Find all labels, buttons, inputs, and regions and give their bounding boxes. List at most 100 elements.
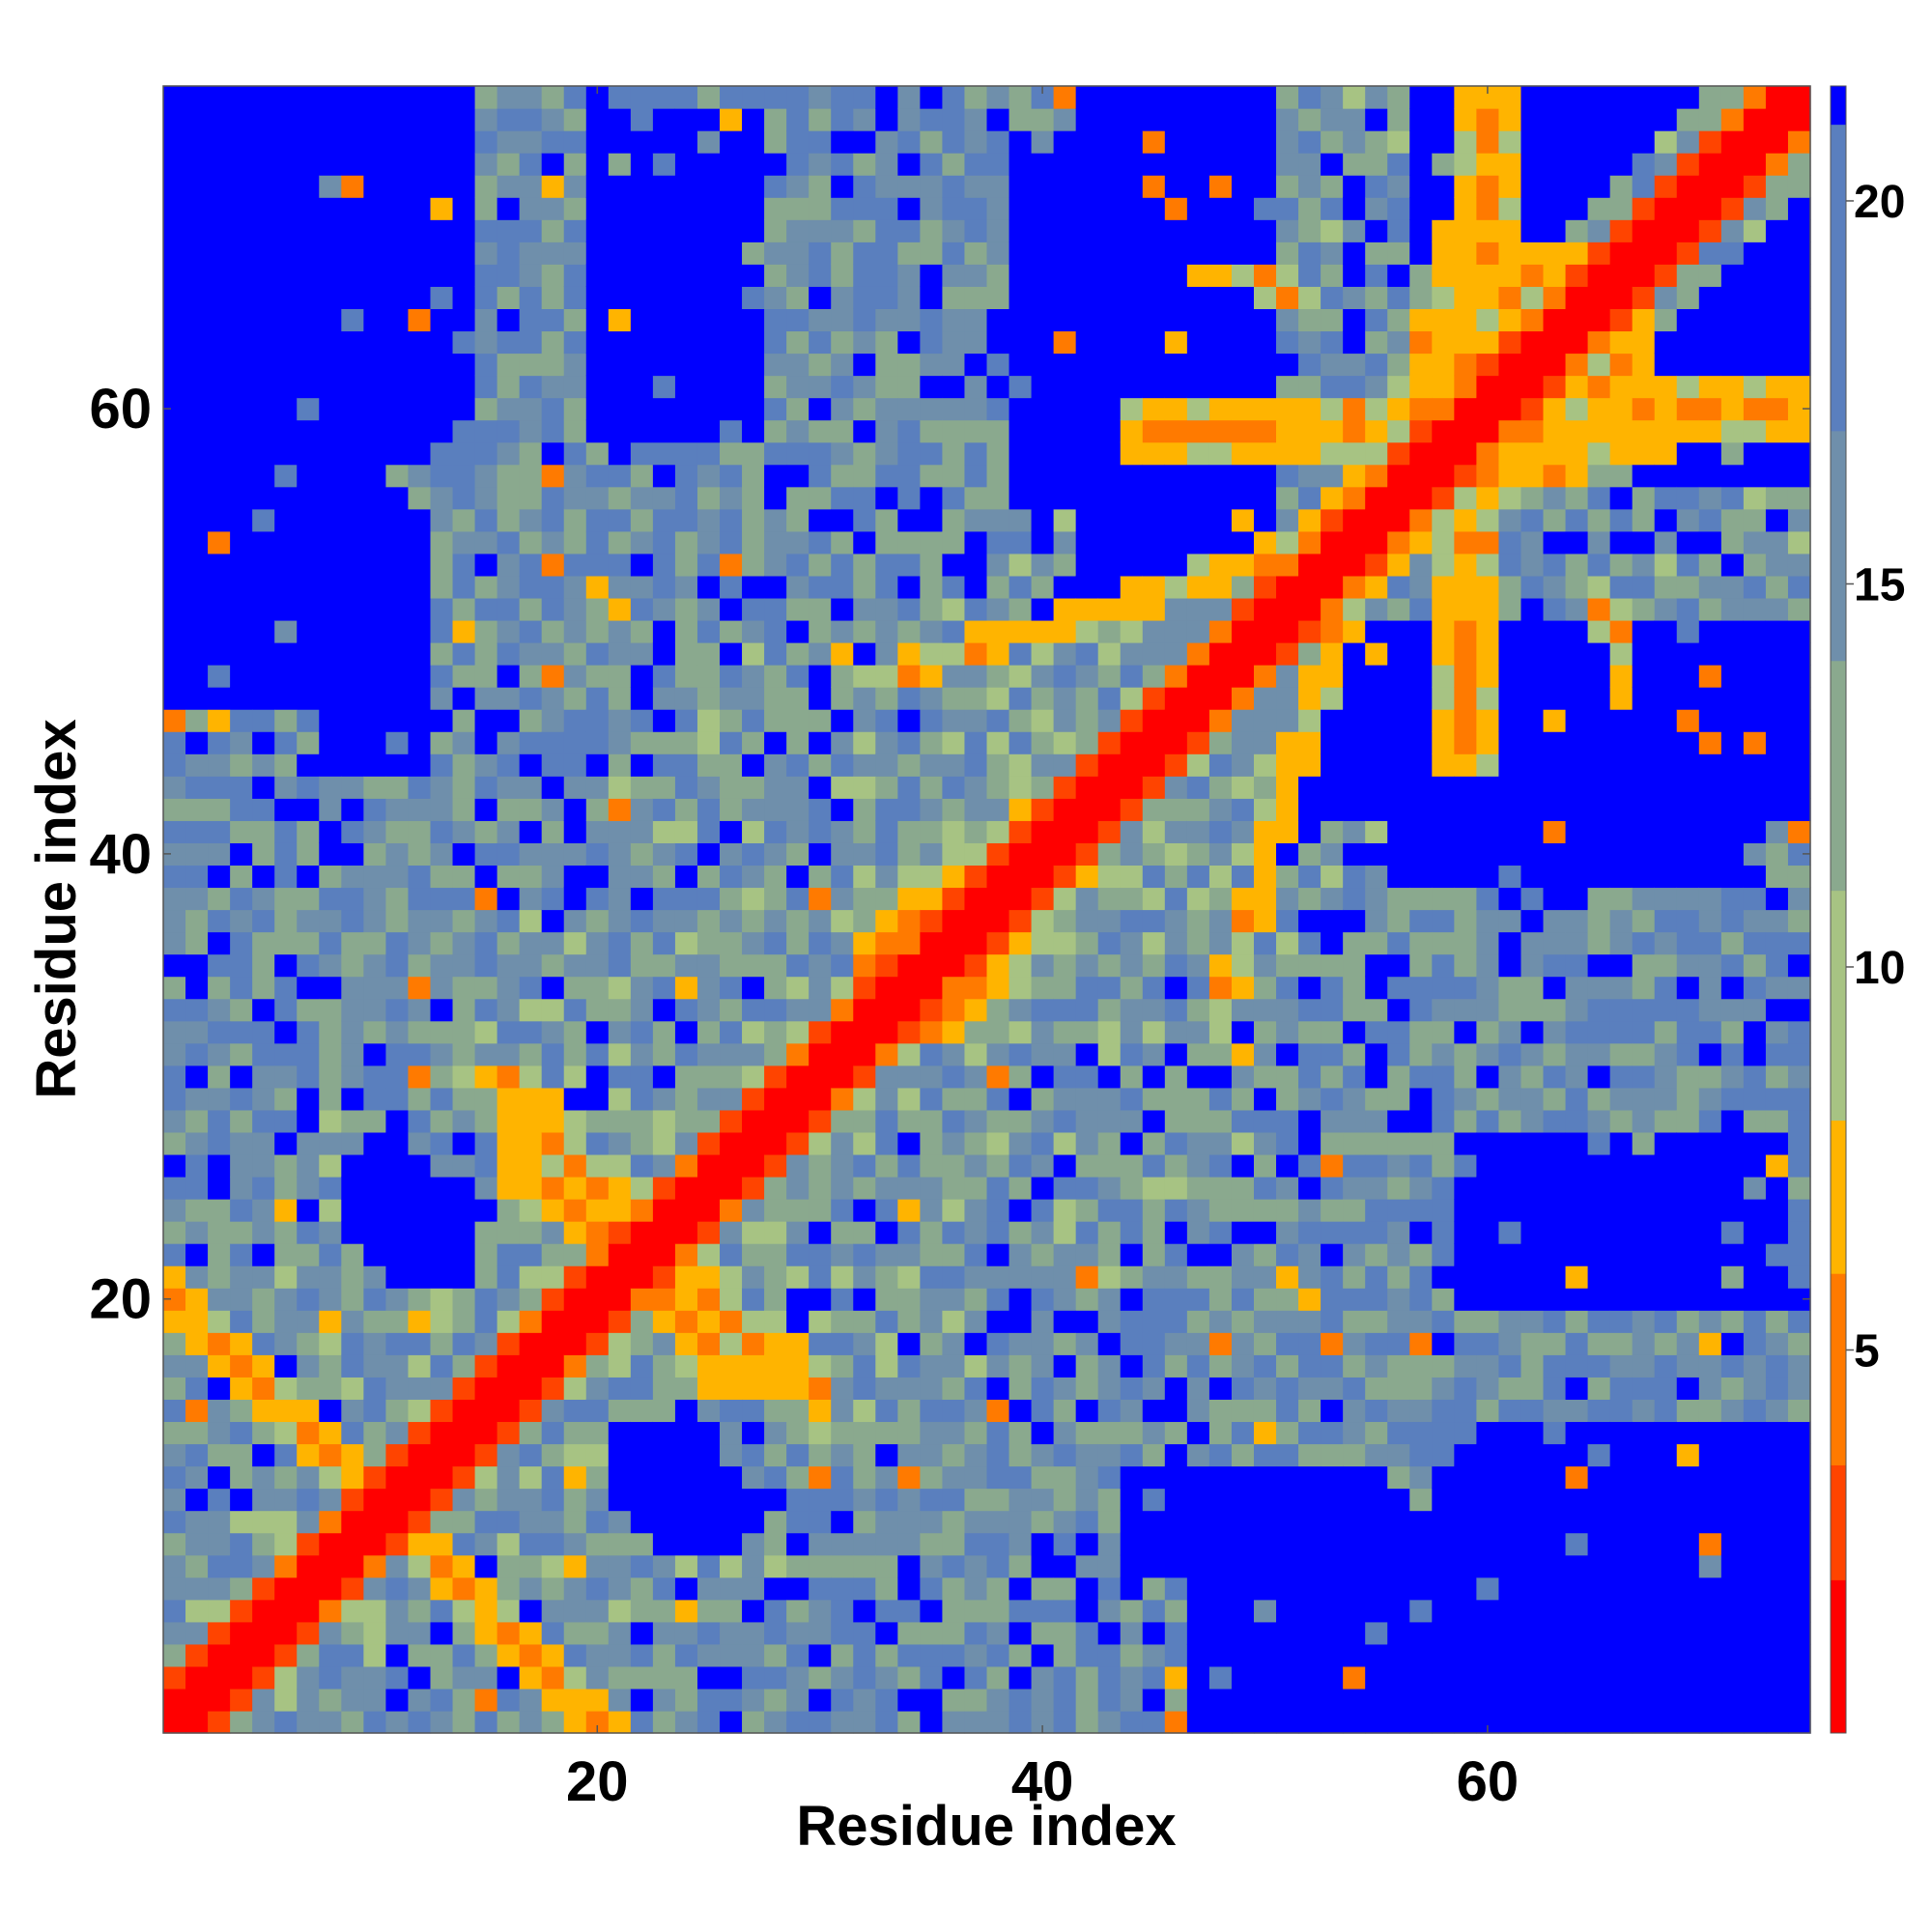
heatmap-cell — [1186, 86, 1210, 109]
heatmap-cell — [497, 1265, 521, 1289]
heatmap-cell — [1587, 1310, 1611, 1333]
heatmap-cell — [1097, 1199, 1122, 1222]
heatmap-cell — [1565, 1310, 1589, 1333]
heatmap-cell — [474, 1042, 498, 1066]
heatmap-cell — [1208, 1332, 1233, 1355]
heatmap-cell — [541, 264, 565, 287]
heatmap-cell — [964, 1109, 988, 1133]
heatmap-cell — [1164, 1153, 1188, 1178]
heatmap-cell — [408, 731, 432, 754]
heatmap-cell — [252, 642, 275, 666]
heatmap-cell — [720, 530, 743, 554]
heatmap-cell — [163, 1332, 186, 1355]
heatmap-cell — [1186, 1443, 1210, 1467]
heatmap-cell — [385, 998, 410, 1022]
heatmap-cell — [742, 642, 765, 666]
heatmap-cell — [230, 798, 253, 821]
heatmap-cell — [563, 219, 587, 242]
heatmap-cell — [875, 1443, 898, 1467]
heatmap-cell — [1520, 776, 1545, 799]
heatmap-cell — [1053, 953, 1077, 978]
heatmap-cell — [1543, 1020, 1567, 1044]
heatmap-cell — [341, 1265, 364, 1289]
heatmap-cell — [497, 1421, 521, 1445]
heatmap-cell — [853, 887, 876, 911]
heatmap-cell — [875, 86, 898, 109]
heatmap-cell — [297, 909, 320, 933]
heatmap-cell — [541, 931, 565, 955]
heatmap-cell — [408, 1332, 432, 1355]
heatmap-cell — [185, 108, 209, 131]
heatmap-cell — [986, 264, 1010, 287]
heatmap-cell — [696, 264, 721, 287]
heatmap-cell — [408, 1554, 432, 1578]
heatmap-cell — [696, 1087, 721, 1111]
heatmap-cell — [230, 219, 253, 242]
heatmap-cell — [1321, 1131, 1344, 1155]
heatmap-cell — [474, 909, 498, 933]
heatmap-cell — [541, 197, 565, 220]
heatmap-cell — [563, 1510, 587, 1534]
heatmap-cell — [1365, 353, 1388, 377]
heatmap-cell — [585, 1465, 610, 1490]
heatmap-cell — [1343, 375, 1366, 399]
heatmap-cell — [452, 1510, 476, 1534]
heatmap-cell — [608, 1199, 632, 1222]
heatmap-cell — [541, 1042, 565, 1066]
heatmap-cell — [1186, 1087, 1210, 1111]
heatmap-cell — [430, 798, 454, 821]
heatmap-cell — [1053, 887, 1077, 911]
heatmap-cell — [1142, 441, 1166, 466]
heatmap-cell — [1498, 108, 1522, 131]
heatmap-cell — [408, 1421, 432, 1445]
heatmap-cell — [742, 1065, 765, 1089]
heatmap-cell — [474, 642, 498, 666]
heatmap-cell — [163, 308, 186, 332]
heatmap-cell — [1565, 909, 1589, 933]
heatmap-cell — [1409, 1443, 1433, 1467]
heatmap-cell — [1075, 931, 1099, 955]
heatmap-cell — [208, 575, 231, 599]
heatmap-cell — [1053, 1065, 1077, 1089]
heatmap-cell — [764, 397, 787, 421]
heatmap-cell — [452, 1065, 476, 1089]
heatmap-cell — [1276, 1643, 1299, 1667]
heatmap-cell — [474, 242, 498, 265]
heatmap-cell — [809, 1042, 832, 1066]
heatmap-cell — [831, 909, 854, 933]
heatmap-cell — [519, 197, 543, 220]
heatmap-cell — [185, 1065, 209, 1089]
heatmap-cell — [1031, 1265, 1055, 1289]
heatmap-cell — [1565, 619, 1589, 643]
heatmap-cell — [853, 286, 876, 309]
heatmap-cell — [942, 1665, 966, 1690]
heatmap-cell — [519, 998, 543, 1022]
heatmap-cell — [1365, 1488, 1388, 1512]
heatmap-cell — [1186, 953, 1210, 978]
heatmap-cell — [1053, 242, 1077, 265]
heatmap-cell — [452, 1532, 476, 1556]
heatmap-cell — [897, 1532, 921, 1556]
heatmap-cell — [1409, 1243, 1433, 1266]
heatmap-cell — [1632, 375, 1656, 399]
heatmap-cell — [1432, 1042, 1455, 1066]
heatmap-cell — [1164, 1109, 1188, 1133]
heatmap-cell — [964, 553, 988, 577]
heatmap-cell — [519, 153, 543, 176]
heatmap-cell — [1120, 953, 1144, 978]
heatmap-cell — [942, 931, 966, 955]
heatmap-cell — [764, 1577, 787, 1601]
heatmap-cell — [1208, 619, 1233, 643]
heatmap-cell — [341, 709, 364, 732]
heatmap-cell — [430, 909, 454, 933]
heatmap-cell — [1520, 1443, 1545, 1467]
heatmap-cell — [1097, 1577, 1122, 1601]
heatmap-cell — [1298, 1042, 1321, 1066]
heatmap-cell — [764, 242, 787, 265]
heatmap-cell — [1142, 130, 1166, 154]
heatmap-cell — [630, 1221, 654, 1244]
heatmap-cell — [1253, 353, 1277, 377]
heatmap-cell — [363, 1310, 386, 1333]
heatmap-cell — [1387, 553, 1410, 577]
heatmap-cell — [1321, 264, 1344, 287]
